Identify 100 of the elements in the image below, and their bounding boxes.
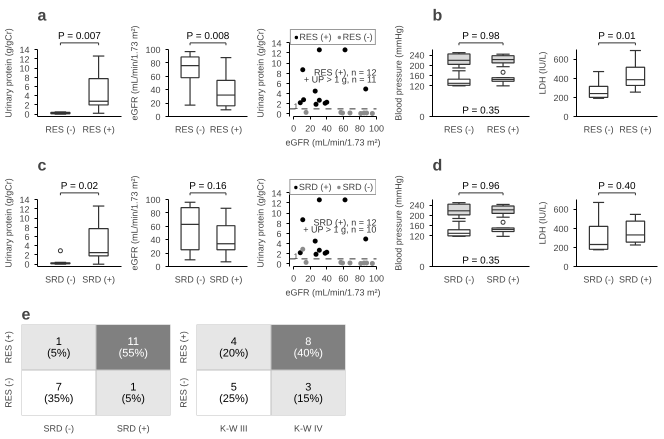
annotation: P = 0.35 <box>462 106 500 116</box>
y-tick-label: 160 <box>409 221 425 232</box>
x-tick-label: SRD (+) <box>210 274 242 284</box>
y-tick-label: 14 <box>19 195 30 206</box>
y-tick-label: 12 <box>19 204 30 214</box>
y-tick-label: 14 <box>19 45 30 56</box>
y-tick-label: 200 <box>409 60 425 71</box>
x-tick-label: 40 <box>322 124 332 134</box>
y-tick-label: 2 <box>24 250 30 260</box>
y-tick-label: 10 <box>271 208 282 219</box>
annotation: (25%) <box>219 393 248 406</box>
y-tick-label: 2 <box>24 100 30 110</box>
annotation: (20%) <box>219 348 248 360</box>
text: P = 0.96 <box>462 181 500 192</box>
x-tick-label: RES (+) <box>82 124 115 134</box>
y-tick-label: 0 <box>419 112 425 122</box>
y-tick-label: 240 <box>409 50 425 61</box>
text: P = 0.02 <box>60 181 99 192</box>
x-tick-label: SRD (+) <box>82 274 115 284</box>
y-axis-title: LDH (IU/L) <box>537 51 548 94</box>
text: P = 0.007 <box>58 31 102 42</box>
y-tick-label: 400 <box>553 74 569 84</box>
y-tick-label: 10 <box>19 64 30 74</box>
x-tick-label: RES (+) <box>486 124 520 134</box>
x-axis-title: eGFR (mL/min/1.73 m²) <box>285 288 381 298</box>
legend-label: RES (+) <box>299 32 332 42</box>
y-tick-label: 2 <box>276 99 282 110</box>
y-tick-label: 4 <box>276 239 282 250</box>
x-tick-label: SRD (-) <box>174 274 206 284</box>
y-axis-title: Urinary protein (g/gCr) <box>255 28 266 118</box>
x-tick-label: 100 <box>368 274 384 284</box>
y-tick-label: 0 <box>563 262 569 272</box>
y-axis-title: Blood pressure (mmHg) <box>393 175 404 271</box>
y-axis-title: Blood pressure (mmHg) <box>393 25 404 121</box>
legend-label: RES (-) <box>342 32 373 42</box>
y-tick-label: 120 <box>409 231 425 242</box>
y-tick-label: 4 <box>276 89 282 100</box>
y-tick-label: 600 <box>553 54 569 65</box>
x-tick-label: 80 <box>354 274 365 284</box>
text: P = 0.008 <box>186 31 230 42</box>
y-tick-label: 4 <box>24 241 30 252</box>
y-tick-label: 40 <box>150 85 161 96</box>
y-tick-label: 14 <box>271 38 282 48</box>
x-tick-label: 100 <box>368 124 384 134</box>
x-tick-label: SRD (-) <box>45 274 76 284</box>
annotation: (55%) <box>118 348 148 360</box>
y-tick-label: 6 <box>24 82 30 92</box>
y-tick-label: 8 <box>24 222 30 233</box>
data-label: 3 <box>305 381 312 394</box>
annotation: (15%) <box>294 393 323 406</box>
data-label: 5 <box>230 381 237 394</box>
x-tick-label: 20 <box>305 274 316 284</box>
data-label: 4 <box>230 336 237 348</box>
y-tick-label: 400 <box>553 224 569 234</box>
y-tick-label: 60 <box>150 222 161 232</box>
y-tick-label: 0 <box>155 112 161 122</box>
annotation: (5%) <box>47 348 70 360</box>
y-tick-label: 6 <box>276 228 282 239</box>
y-tick-label: 160 <box>409 71 425 82</box>
y-tick-label: 40 <box>150 235 161 246</box>
data-label: 1 <box>56 336 62 348</box>
y-axis-title: Urinary protein (g/gCr) <box>255 178 266 268</box>
x-tick-label: 0 <box>291 274 296 284</box>
x-tick-label: RES (+) <box>210 124 242 134</box>
y-axis-title: LDH (IU/L) <box>537 201 548 244</box>
chart-title: d <box>432 158 442 174</box>
y-axis-title: eGFR (mL/min/1.73 m²) <box>129 25 140 121</box>
x-tick-label: SRD (-) <box>44 424 74 434</box>
y-tick-label: 6 <box>276 78 282 89</box>
annotation: (40%) <box>294 348 323 360</box>
annotation: (35%) <box>44 393 74 406</box>
y-tick-label: 12 <box>271 48 282 58</box>
x-tick-label: SRD (-) <box>444 274 474 284</box>
x-axis-title: eGFR (mL/min/1.73 m²) <box>285 138 381 148</box>
data-label: 8 <box>305 336 312 348</box>
y-tick-label: 6 <box>24 232 30 242</box>
y-tick-label: 10 <box>19 214 30 224</box>
x-tick-label: 60 <box>338 274 348 284</box>
y-tick-label: 600 <box>553 204 569 215</box>
y-tick-label: 4 <box>24 91 30 102</box>
y-tick-label: 10 <box>271 58 282 69</box>
y-tick-label: 20 <box>150 98 161 109</box>
x-tick-label: 0 <box>291 124 296 134</box>
y-tick-label: RES (+) <box>4 331 14 364</box>
y-axis-title: Urinary protein (g/gCr) <box>3 28 14 118</box>
legend-label: SRD (+) <box>298 182 332 192</box>
chart-title: b <box>432 8 442 24</box>
y-tick-label: 200 <box>553 92 569 103</box>
data-label: 1 <box>130 381 136 394</box>
y-axis-title: Urinary protein (g/gCr) <box>3 178 14 268</box>
y-tick-label: RES (-) <box>4 378 14 408</box>
y-tick-label: 0 <box>419 262 425 272</box>
x-tick-label: 20 <box>305 124 316 134</box>
y-tick-label: 8 <box>276 68 282 79</box>
x-tick-label: SRD (-) <box>583 274 614 284</box>
y-tick-label: 14 <box>271 188 282 198</box>
y-tick-label: 200 <box>409 210 425 221</box>
y-tick-label: 12 <box>19 54 30 64</box>
x-tick-label: RES (-) <box>584 124 614 134</box>
y-axis-title: eGFR (mL/min/1.73 m²) <box>129 175 140 271</box>
